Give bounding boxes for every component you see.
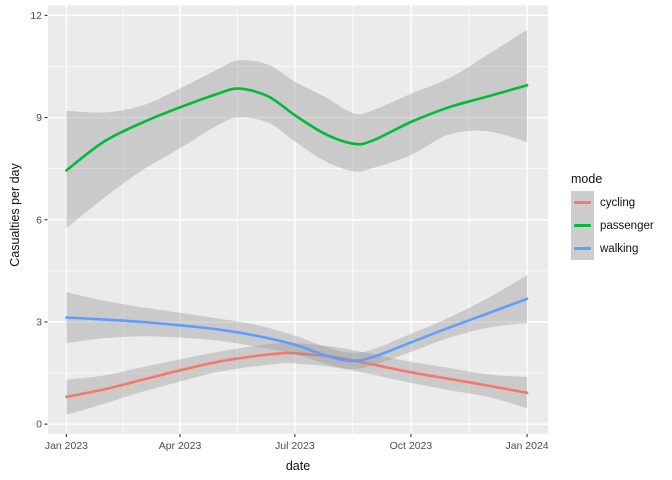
x-tick-label: Jan 2023: [45, 440, 88, 452]
x-axis-title: date: [285, 459, 311, 473]
y-axis-title: Casualties per day: [8, 163, 22, 267]
x-tick-label: Jan 2024: [505, 440, 548, 452]
legend: mode cycling passenger walking: [566, 172, 654, 260]
smooth-line-walking: [65, 297, 529, 363]
legend-key-line-icon: [574, 224, 591, 227]
y-tick-label: 12: [30, 10, 42, 22]
legend-item-walking: walking: [571, 237, 654, 260]
confidence-ribbon-passenger: [66, 29, 528, 229]
legend-items: cycling passenger walking: [571, 191, 654, 260]
confidence-ribbon-walking: [66, 275, 528, 369]
legend-key-line-icon: [574, 201, 591, 204]
smooth-line-cycling: [65, 351, 529, 399]
x-tick-label: Apr 2023: [159, 440, 202, 452]
confidence-ribbon-cycling: [66, 342, 528, 415]
legend-title: mode: [571, 172, 603, 186]
legend-item-cycling: cycling: [571, 191, 654, 214]
legend-key-swatch: [571, 237, 594, 260]
y-tick-label: 3: [36, 317, 42, 329]
y-tick-label: 0: [36, 419, 42, 431]
y-tick-label: 9: [36, 112, 42, 124]
smooth-line-passenger: [65, 83, 529, 172]
legend-key-swatch: [571, 214, 594, 237]
legend-item-passenger: passenger: [571, 214, 654, 237]
legend-item-label: cycling: [600, 196, 636, 209]
x-tick-label: Jul 2023: [275, 440, 315, 452]
legend-item-label: passenger: [600, 219, 654, 232]
legend-item-label: walking: [600, 242, 639, 255]
legend-key-swatch: [571, 191, 594, 214]
x-tick-label: Oct 2023: [390, 440, 433, 452]
legend-key-line-icon: [574, 247, 591, 250]
y-tick-label: 6: [36, 214, 42, 226]
